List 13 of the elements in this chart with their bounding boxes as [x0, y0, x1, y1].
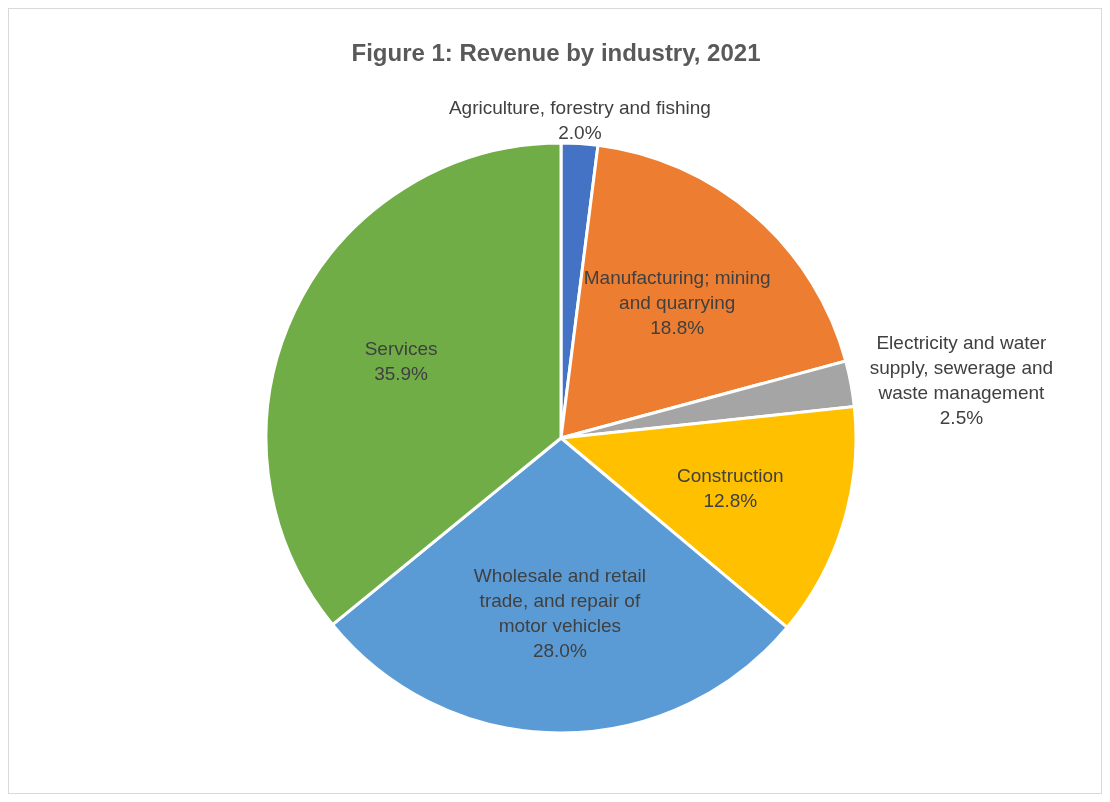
- data-label: 2.5%: [939, 406, 984, 428]
- slice-label: Agriculture, forestry and fishing: [448, 96, 711, 118]
- slice-label: Electricity and water supply, sewerage and waste management: [869, 331, 1054, 403]
- slice-label: Construction: [677, 465, 784, 487]
- chart-title: Figure 1: Revenue by industry, 2021: [351, 39, 761, 67]
- data-label: 2.0%: [558, 121, 602, 143]
- slice-label: Wholesale and retail trade, and repair of motor vehicles: [473, 565, 646, 637]
- slice-label: Services: [364, 337, 438, 359]
- data-label: 35.9%: [374, 362, 429, 384]
- data-label: 12.8%: [703, 490, 758, 512]
- data-label: 28.0%: [532, 640, 587, 662]
- data-label: 18.8%: [650, 317, 705, 339]
- slice-label: Manufacturing; mining and quarrying: [583, 267, 771, 314]
